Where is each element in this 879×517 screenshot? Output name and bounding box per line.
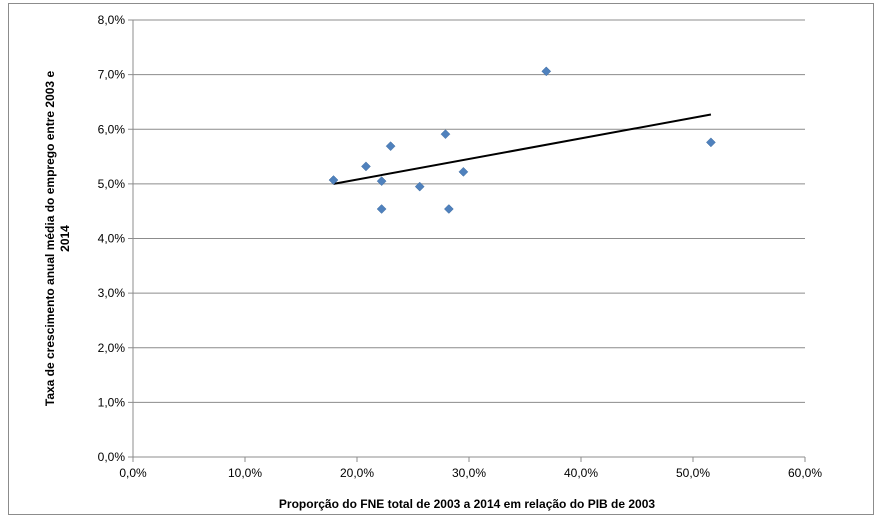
x-tick-label: 10,0% xyxy=(228,466,262,480)
data-point xyxy=(706,137,716,148)
y-tick-label: 3,0% xyxy=(98,286,126,300)
data-point xyxy=(440,129,451,140)
y-tick-label: 8,0% xyxy=(98,13,126,27)
data-points xyxy=(328,66,716,214)
y-tick-label: 1,0% xyxy=(98,395,126,409)
y-tick-label: 7,0% xyxy=(98,68,126,82)
y-tick-label: 6,0% xyxy=(98,122,126,136)
x-tick-labels: 0,0% 10,0% 20,0% 30,0% 40,0% 50,0% 60,0% xyxy=(119,466,822,480)
data-point xyxy=(376,204,387,214)
trendline-group xyxy=(333,113,712,185)
data-point xyxy=(458,167,469,177)
y-tick-label: 2,0% xyxy=(98,341,126,355)
data-point xyxy=(328,175,339,185)
data-point xyxy=(376,176,387,186)
gridlines xyxy=(128,19,805,458)
data-point xyxy=(443,204,454,214)
x-tick-label: 50,0% xyxy=(676,466,710,480)
x-tick-label: 30,0% xyxy=(452,466,486,480)
x-axis-title: Proporção do FNE total de 2003 a 2014 em… xyxy=(279,497,655,511)
data-point xyxy=(414,181,425,192)
y-tick-label: 4,0% xyxy=(98,232,126,246)
axes xyxy=(132,20,806,462)
x-tick-label: 0,0% xyxy=(119,466,147,480)
y-axis-title-line-1: Taxa de crescimento anual média do empre… xyxy=(43,71,57,407)
x-tick-label: 60,0% xyxy=(788,466,822,480)
x-tick-label: 40,0% xyxy=(564,466,598,480)
y-axis-title-line-2: 2014 xyxy=(58,225,72,252)
data-point xyxy=(361,161,371,172)
x-tick-label: 20,0% xyxy=(340,466,374,480)
y-tick-labels: 0,0% 1,0% 2,0% 3,0% 4,0% 5,0% 6,0% 7,0% 8,0% xyxy=(98,13,126,464)
y-tick-label: 5,0% xyxy=(98,177,126,191)
y-tick-label: 0,0% xyxy=(98,450,126,464)
trendline xyxy=(333,113,712,185)
data-point xyxy=(385,141,396,152)
chart-frame xyxy=(8,3,874,515)
data-point xyxy=(541,66,552,77)
